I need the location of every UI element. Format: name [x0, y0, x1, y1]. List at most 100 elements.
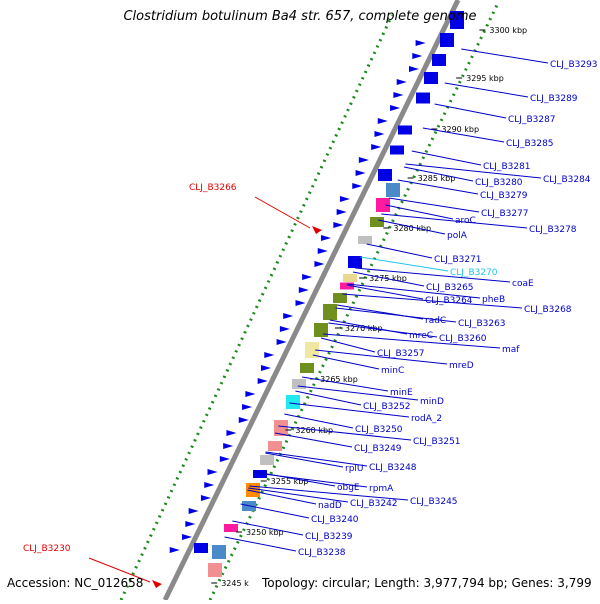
label-leader-34: [265, 452, 344, 468]
gene-label-CLJ_B3279: CLJ_B3279: [480, 191, 528, 201]
gene-label-CLJ_B3280: CLJ_B3280: [475, 178, 523, 188]
gene-label-CLJ_B3289: CLJ_B3289: [530, 94, 578, 104]
label-leader-15: [352, 271, 425, 287]
left-label-marker-1: [152, 580, 162, 588]
gene-label-CLJ_B3257: CLJ_B3257: [377, 349, 425, 359]
label-leader-26: [312, 354, 380, 370]
gene-arrow-8: [371, 144, 382, 150]
scale-tick-label-7: 3265 kbp: [320, 375, 358, 384]
gene-label-CLJ_B3250: CLJ_B3250: [355, 425, 403, 435]
gene-label-CLJ_B3277: CLJ_B3277: [481, 209, 529, 219]
left-label-marker-0: [312, 226, 322, 234]
gene-label-rpmA: rpmA: [369, 484, 394, 494]
gene-label-CLJ_B3260: CLJ_B3260: [439, 334, 487, 344]
label-leader-9: [385, 204, 454, 220]
label-leader-17: [347, 283, 481, 299]
gene-arrow-28: [242, 404, 253, 410]
label-leader-4: [411, 150, 482, 166]
gene-block-5: [398, 125, 412, 135]
gene-label-CLJ_B3284: CLJ_B3284: [543, 175, 591, 185]
gene-arrow-12: [339, 196, 350, 202]
scale-tick-label-3: 3285 kbp: [418, 174, 456, 183]
label-leader-29: [295, 390, 362, 406]
gene-block-8: [386, 183, 400, 197]
gene-label-rodA_2: rodA_2: [411, 414, 442, 424]
gene-arrow-32: [219, 456, 230, 462]
gene-arrow-18: [302, 274, 313, 280]
gene-label-mreD: mreD: [449, 361, 474, 371]
gene-label-aroC: aroC: [455, 216, 476, 226]
gene-label-pheB: pheB: [482, 295, 505, 305]
gene-block-7: [378, 169, 392, 181]
gene-label-nadD: nadD: [318, 501, 342, 511]
gene-arrow-19: [298, 287, 309, 293]
gc-content-track: [119, 14, 394, 601]
gene-label-CLJ_B3278: CLJ_B3278: [529, 225, 577, 235]
label-leader-43: [224, 536, 297, 552]
label-leader-30: [289, 402, 410, 418]
gene-label-coaE: coaE: [512, 279, 534, 289]
label-leader-27: [302, 376, 389, 392]
gene-block-9: [376, 198, 390, 212]
gene-block-14: [340, 282, 354, 290]
gene-block-15: [333, 293, 347, 303]
gene-label-CLJ_B3266: CLJ_B3266: [189, 183, 237, 193]
gene-arrow-21: [283, 313, 294, 319]
label-leader-10: [381, 213, 528, 229]
gene-label-CLJ_B3249: CLJ_B3249: [354, 444, 402, 454]
gene-label-CLJ_B3287: CLJ_B3287: [508, 115, 556, 125]
scale-tick-label-1: 3295 kbp: [466, 74, 504, 83]
label-leader-37: [255, 472, 368, 488]
label-leader-25: [315, 349, 448, 365]
gene-arrow-25: [260, 365, 271, 371]
gene-arrow-30: [226, 430, 237, 436]
gene-label-CLJ_B3265: CLJ_B3265: [426, 283, 474, 293]
genome-summary-text: Topology: circular; Length: 3,977,794 bp…: [262, 576, 592, 590]
gene-label-minE: minE: [390, 388, 413, 398]
scale-tick-label-10: 3250 kbp: [246, 528, 284, 537]
label-leader-23: [322, 333, 501, 349]
label-leader-12: [366, 243, 433, 259]
gene-arrow-37: [185, 521, 196, 527]
gene-label-CLJ_B3248: CLJ_B3248: [369, 463, 417, 473]
gene-label-CLJ_B3270: CLJ_B3270: [450, 268, 498, 278]
label-leader-41: [240, 503, 310, 519]
gene-label-CLJ_B3293: CLJ_B3293: [550, 60, 598, 70]
label-leader-18: [342, 293, 523, 309]
gene-arrow-31: [223, 443, 234, 449]
gene-arrow-0: [415, 40, 426, 46]
gc-skew-track: [208, 4, 499, 601]
gene-label-CLJ_B3264: CLJ_B3264: [425, 296, 473, 306]
gene-arrow-22: [279, 326, 290, 332]
label-leader-31: [284, 413, 354, 429]
gene-label-CLJ_B3281: CLJ_B3281: [483, 162, 531, 172]
gene-block-19: [300, 363, 314, 373]
gene-arrow-17: [314, 261, 325, 267]
accession-text: Accession: NC_012658: [7, 576, 144, 590]
gene-label-mreC: mreC: [409, 331, 433, 341]
gene-block-30: [208, 563, 222, 577]
gene-block-23: [268, 441, 282, 451]
scale-tick-label-0: 3300 kbp: [489, 26, 527, 35]
label-leader-8: [388, 197, 480, 213]
gene-label-CLJ_B3285: CLJ_B3285: [506, 139, 554, 149]
gene-arrow-36: [188, 508, 199, 514]
gene-block-2: [432, 54, 446, 66]
gene-label-polA: polA: [447, 231, 468, 241]
label-leader-22: [328, 322, 438, 338]
gene-arrow-3: [396, 79, 407, 85]
gene-label-CLJ_B3271: CLJ_B3271: [434, 255, 482, 265]
scale-tick-label-9: 3255 kbp: [271, 477, 309, 486]
gene-arrow-11: [352, 183, 363, 189]
left-label-leader-1: [88, 557, 151, 583]
gene-label-maf: maf: [502, 345, 520, 355]
label-leader-35: [265, 451, 368, 467]
gene-arrow-9: [358, 157, 369, 163]
gene-arrow-15: [321, 235, 332, 241]
gene-block-20: [292, 379, 306, 389]
gene-arrow-5: [390, 105, 401, 111]
map-title: Clostridium botulinum Ba4 str. 657, comp…: [123, 9, 477, 24]
gene-arrow-33: [207, 469, 218, 475]
gene-arrow-20: [295, 300, 306, 306]
